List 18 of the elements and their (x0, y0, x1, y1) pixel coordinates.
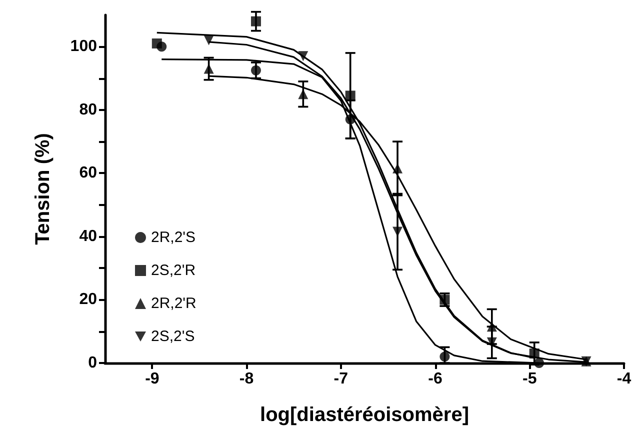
y-tick-label: 80 (79, 101, 98, 118)
y-tick-label: 40 (79, 228, 98, 245)
legend-label: 2S,2'R (151, 262, 196, 279)
y-tick-label: 0 (88, 354, 98, 372)
y-tick-label: 60 (79, 164, 98, 182)
legend-label: 2S,2'S (151, 328, 195, 345)
x-tick-label: -5 (522, 370, 537, 388)
x-tick-label: -8 (239, 370, 254, 388)
legend-label: 2R,2'R (151, 295, 197, 312)
y-tick-label: 20 (79, 291, 98, 308)
y-axis-title: Tension (%) (32, 133, 54, 245)
legend-label: 2R,2'S (151, 229, 196, 246)
x-axis-title: log[diastéréoisomère] (260, 404, 469, 426)
x-tick-label: -9 (145, 370, 160, 388)
y-tick-label: 100 (70, 38, 98, 56)
x-tick-label: -6 (428, 370, 442, 388)
x-tick-label: -4 (616, 370, 632, 388)
x-tick-label: -7 (334, 370, 348, 388)
